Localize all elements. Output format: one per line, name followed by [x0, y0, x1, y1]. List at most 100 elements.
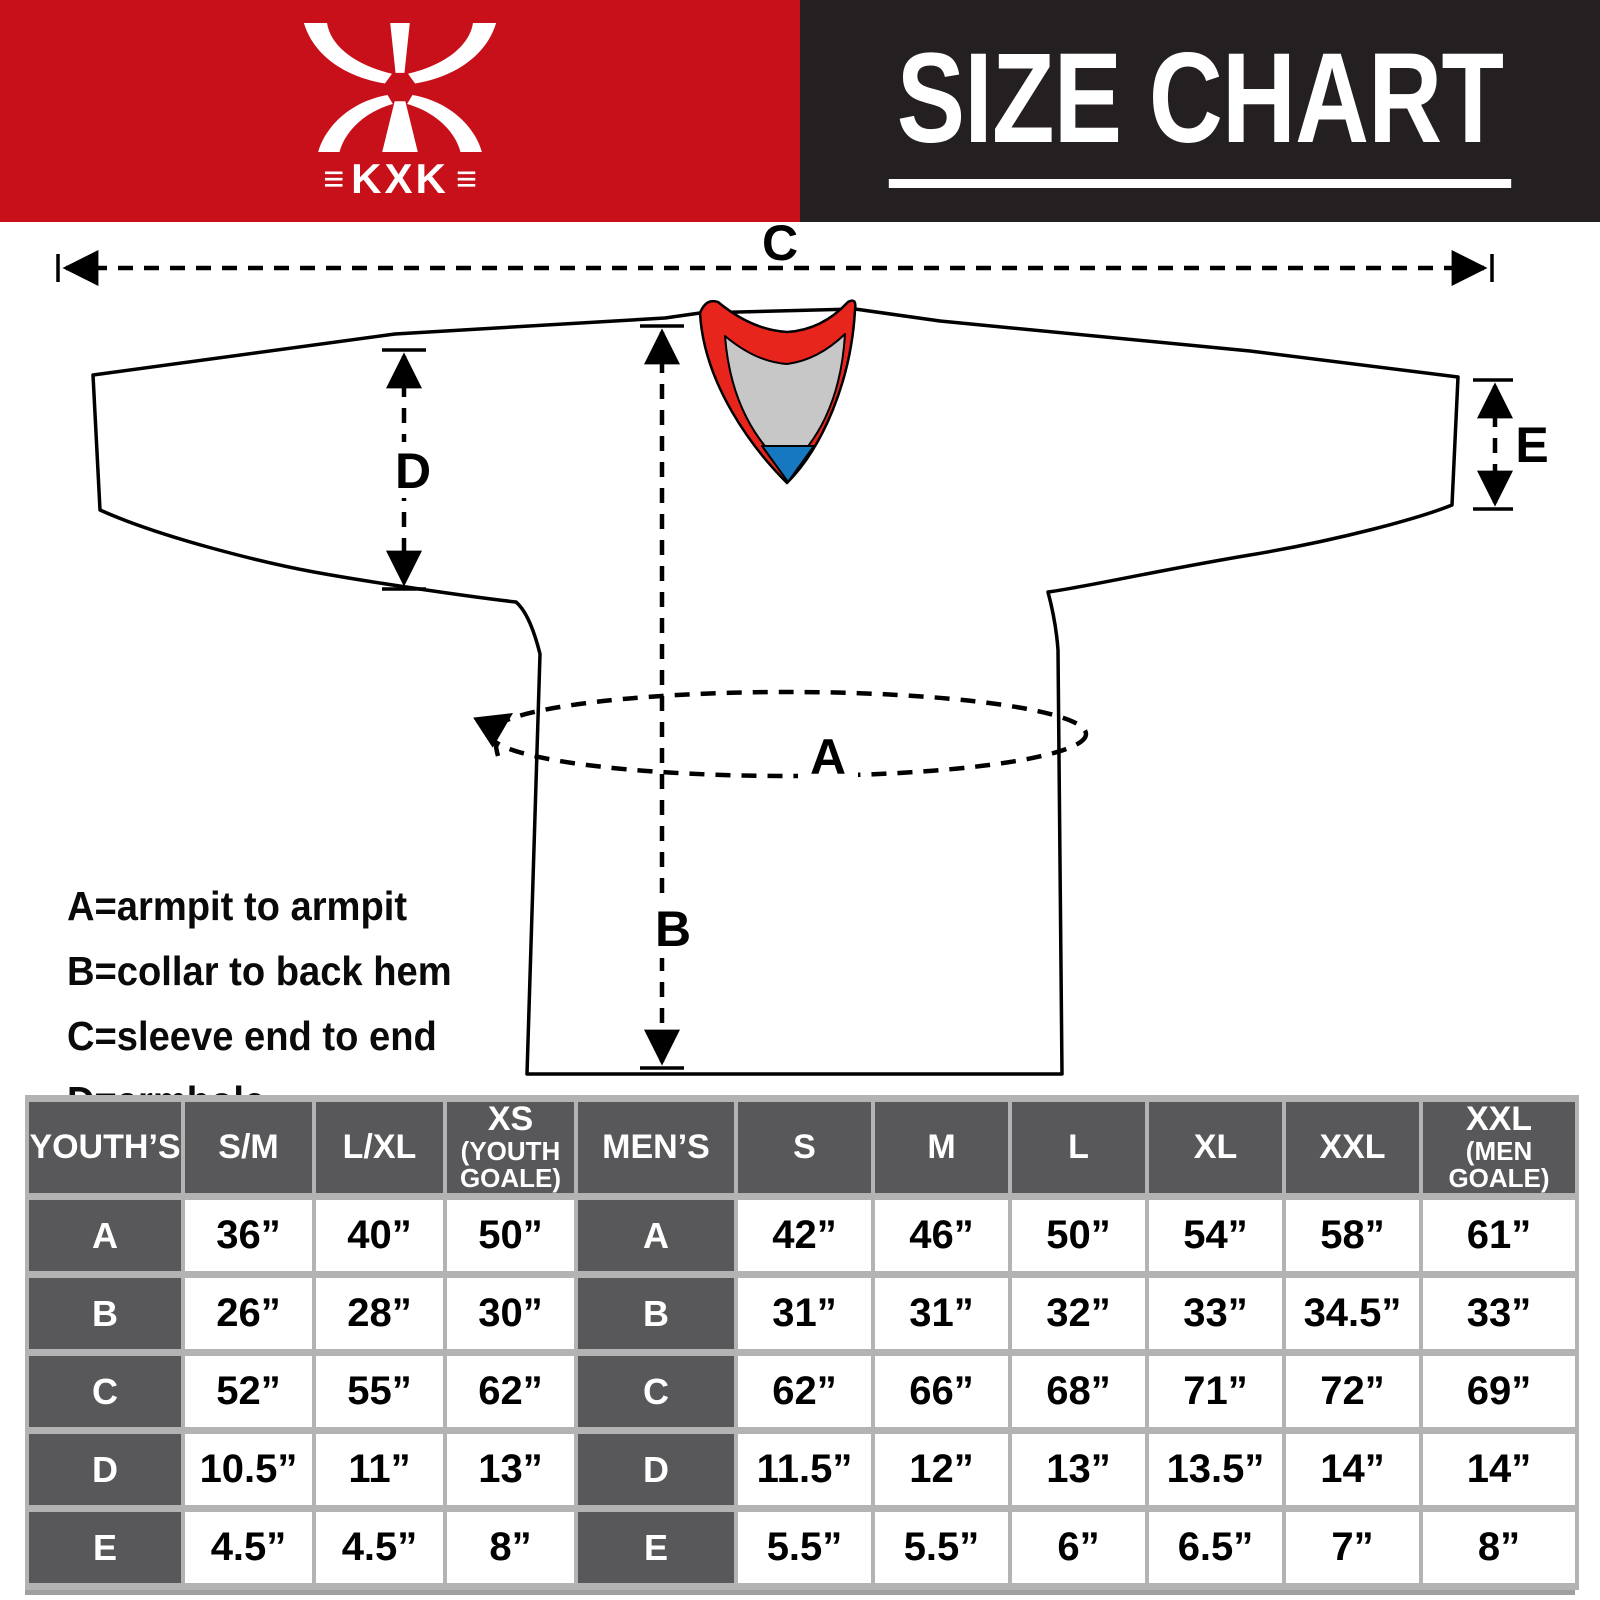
- size-value: 12”: [871, 1427, 1012, 1512]
- row-label: B: [574, 1271, 738, 1356]
- page-title: SIZE CHART: [888, 34, 1512, 188]
- row-label: A: [25, 1193, 185, 1278]
- size-value: 46”: [871, 1193, 1012, 1278]
- size-value: 8”: [1419, 1505, 1579, 1590]
- column-header-lxl: L/XL: [312, 1095, 447, 1200]
- size-value: 31”: [734, 1271, 875, 1356]
- size-value: 26”: [181, 1271, 316, 1356]
- size-value: 52”: [181, 1349, 316, 1434]
- size-value: 42”: [734, 1193, 875, 1278]
- size-value: 30”: [443, 1271, 578, 1356]
- size-value: 31”: [871, 1271, 1012, 1356]
- size-value: 34.5”: [1282, 1271, 1423, 1356]
- column-header-s: S: [734, 1095, 875, 1200]
- size-value: 13”: [1008, 1427, 1149, 1512]
- size-value: 66”: [871, 1349, 1012, 1434]
- size-value: 50”: [443, 1193, 578, 1278]
- size-value: 71”: [1145, 1349, 1286, 1434]
- size-value: 61”: [1419, 1193, 1579, 1278]
- dim-d-label: D: [395, 443, 431, 499]
- column-header-sm: S/M: [181, 1095, 316, 1200]
- kxk-emblem-icon: [303, 22, 497, 152]
- row-label: C: [574, 1349, 738, 1434]
- size-value: 7”: [1282, 1505, 1423, 1590]
- dim-a-label-mask: [798, 734, 858, 780]
- column-header-m: M: [871, 1095, 1012, 1200]
- size-value: 68”: [1008, 1349, 1149, 1434]
- size-value: 5.5”: [734, 1505, 875, 1590]
- table-header-row: YOUTH’S S/M L/XL XS (YOUTH GOALE) MEN’S S…: [25, 1095, 1579, 1200]
- size-value: 5.5”: [871, 1505, 1012, 1590]
- row-label: D: [574, 1427, 738, 1512]
- dim-d-label-mask: [389, 442, 437, 498]
- title-banner: SIZE CHART: [800, 0, 1600, 222]
- column-header-xl: XL: [1145, 1095, 1286, 1200]
- measurement-legend: A=armpit to armpit B=collar to back hem …: [67, 874, 452, 1199]
- logo-wordmark: ≡ KXK ≡: [323, 154, 477, 202]
- dim-b-label-mask: [650, 898, 696, 958]
- size-value: 11”: [312, 1427, 447, 1512]
- table-row: C 52” 55” 62” C 62” 66” 68” 71” 72” 69”: [25, 1349, 1579, 1434]
- size-value: 32”: [1008, 1271, 1149, 1356]
- dim-b-label: B: [655, 901, 691, 957]
- size-value: 11.5”: [734, 1427, 875, 1512]
- logo-flank-left: ≡: [323, 157, 345, 199]
- table-row: B 26” 28” 30” B 31” 31” 32” 33” 34.5” 33…: [25, 1271, 1579, 1356]
- column-header-l: L: [1008, 1095, 1149, 1200]
- table-row: A 36” 40” 50” A 42” 46” 50” 54” 58” 61”: [25, 1193, 1579, 1278]
- size-table: YOUTH’S S/M L/XL XS (YOUTH GOALE) MEN’S S…: [25, 1095, 1579, 1595]
- collar-inner: [724, 333, 846, 469]
- size-value: 72”: [1282, 1349, 1423, 1434]
- dim-a-arrow: [473, 713, 514, 757]
- logo-text: KXK: [351, 154, 449, 202]
- jersey-outline: [91, 307, 1460, 1076]
- row-label: E: [25, 1505, 185, 1590]
- size-value: 62”: [443, 1349, 578, 1434]
- legend-item-b: B=collar to back hem: [67, 948, 452, 994]
- size-value: 14”: [1419, 1427, 1579, 1512]
- size-value: 14”: [1282, 1427, 1423, 1512]
- size-value: 6”: [1008, 1505, 1149, 1590]
- size-value: 33”: [1145, 1271, 1286, 1356]
- column-header-xs-youth-goale: XS (YOUTH GOALE): [443, 1095, 578, 1200]
- header-banner: ≡ KXK ≡ SIZE CHART: [0, 0, 1600, 222]
- legend-item-a: A=armpit to armpit: [67, 883, 408, 929]
- legend-item-c: C=sleeve end to end: [67, 1013, 437, 1059]
- row-label: D: [25, 1427, 185, 1512]
- size-value: 58”: [1282, 1193, 1423, 1278]
- table-row: E 4.5” 4.5” 8” E 5.5” 5.5” 6” 6.5” 7” 8”: [25, 1505, 1579, 1590]
- column-header-xxl: XXL: [1282, 1095, 1423, 1200]
- size-value: 4.5”: [181, 1505, 316, 1590]
- jersey-diagram-svg: C D B E A: [56, 222, 1549, 1076]
- size-value: 28”: [312, 1271, 447, 1356]
- row-label: A: [574, 1193, 738, 1278]
- column-header-mens: MEN’S: [574, 1095, 738, 1200]
- size-value: 33”: [1419, 1271, 1579, 1356]
- dim-a-label: A: [810, 729, 846, 785]
- column-header-xxl-men-goale: XXL (MEN GOALE): [1419, 1095, 1579, 1200]
- size-value: 69”: [1419, 1349, 1579, 1434]
- size-value: 36”: [181, 1193, 316, 1278]
- row-label: E: [574, 1505, 738, 1590]
- row-label: B: [25, 1271, 185, 1356]
- column-header-youths: YOUTH’S: [25, 1095, 185, 1200]
- size-value: 13.5”: [1145, 1427, 1286, 1512]
- size-value: 50”: [1008, 1193, 1149, 1278]
- dim-e-label: E: [1515, 417, 1548, 473]
- size-value: 54”: [1145, 1193, 1286, 1278]
- dim-c-label: C: [762, 222, 798, 271]
- size-value: 13”: [443, 1427, 578, 1512]
- jersey-measurement-diagram: C D B E A A=armpit to armpit B=collar to…: [0, 222, 1600, 1189]
- size-value: 4.5”: [312, 1505, 447, 1590]
- logo-flank-right: ≡: [455, 157, 477, 199]
- row-label: C: [25, 1349, 185, 1434]
- table-row: D 10.5” 11” 13” D 11.5” 12” 13” 13.5” 14…: [25, 1427, 1579, 1512]
- collar-v-insert: [761, 445, 815, 483]
- size-value: 10.5”: [181, 1427, 316, 1512]
- size-value: 8”: [443, 1505, 578, 1590]
- size-value: 40”: [312, 1193, 447, 1278]
- size-value: 55”: [312, 1349, 447, 1434]
- brand-logo: ≡ KXK ≡: [0, 0, 800, 222]
- size-value: 62”: [734, 1349, 875, 1434]
- size-value: 6.5”: [1145, 1505, 1286, 1590]
